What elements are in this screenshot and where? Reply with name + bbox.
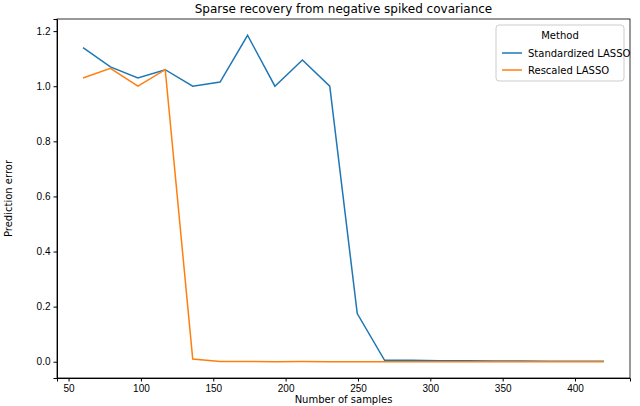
x-tick-label: 150 <box>205 383 222 394</box>
series-line <box>83 68 604 361</box>
chart: 50 100 150 200 250 300 350 400 0.0 0.2 0.4 0.6 0.8 1.… <box>0 0 640 406</box>
y-tick-label: 0.4 <box>37 246 51 257</box>
x-tick: 50 <box>64 378 76 394</box>
x-tick-mark <box>69 378 70 382</box>
y-tick-label: 0.2 <box>37 301 51 312</box>
x-tick: 150 <box>205 378 222 394</box>
y-tick: 0.0 <box>37 356 57 367</box>
y-tick-mark <box>54 86 58 87</box>
x-tick-mark <box>503 378 504 382</box>
plot-frame <box>57 19 630 378</box>
y-axis-label: Prediction error <box>3 159 14 237</box>
x-tick: 400 <box>567 378 584 394</box>
y-tick-label: 1.2 <box>37 26 51 37</box>
title: Sparse recovery from negative spiked cov… <box>195 2 492 16</box>
x-axis-line <box>58 379 631 382</box>
x-tick: 200 <box>278 378 295 394</box>
x-tick-mark <box>213 378 214 382</box>
y-tick: 0.6 <box>37 191 57 202</box>
x-tick: 100 <box>133 378 150 394</box>
y-tick-mark <box>54 307 58 308</box>
x-tick-mark <box>430 378 431 382</box>
legend-title: Method <box>541 30 579 41</box>
x-tick-mark <box>358 378 359 382</box>
y-tick-mark <box>54 252 58 253</box>
x-tick-mark <box>575 378 576 382</box>
y-tick-mark <box>54 362 58 363</box>
y-tick-label: 0.8 <box>37 136 51 147</box>
legend: Method Standardized LASSO Rescaled LASSO <box>496 25 631 81</box>
y-tick-label: 0.6 <box>37 191 51 202</box>
x-tick-label: 350 <box>495 383 512 394</box>
y-tick-mark <box>54 31 58 32</box>
x-tick: 250 <box>350 378 367 394</box>
x-tick-label: 300 <box>422 383 439 394</box>
x-tick-mark <box>286 378 287 382</box>
lines <box>83 35 604 361</box>
x-tick-label: 400 <box>567 383 584 394</box>
legend-label: Rescaled LASSO <box>528 65 609 76</box>
x-tick: 300 <box>422 378 439 394</box>
x-axis-label: Number of samples <box>295 394 393 405</box>
y-tick-mark <box>54 141 58 142</box>
legend-label: Standardized LASSO <box>528 48 631 59</box>
y-tick-label: 1.0 <box>37 81 51 92</box>
legend-swatch <box>502 52 522 54</box>
y-tick: 0.8 <box>37 136 57 147</box>
y-tick: 0.2 <box>37 301 57 312</box>
y-tick: 1.0 <box>37 81 57 92</box>
x-axis: 50 100 150 200 250 300 350 400 <box>58 378 631 394</box>
x-tick: 350 <box>495 378 512 394</box>
series-line <box>83 35 604 361</box>
y-tick: 1.2 <box>37 26 57 37</box>
legend-swatch <box>502 69 522 71</box>
x-tick-mark <box>141 378 142 382</box>
y-tick-mark <box>54 196 58 197</box>
plot: 50 100 150 200 250 300 350 400 0.0 0.2 0.4 0.6 0.8 1.… <box>37 19 631 394</box>
y-tick-label: 0.0 <box>37 356 51 367</box>
x-tick-label: 250 <box>350 383 367 394</box>
y-tick: 0.4 <box>37 246 57 257</box>
x-tick-label: 200 <box>278 383 295 394</box>
x-tick-label: 50 <box>64 383 76 394</box>
y-axis: 0.0 0.2 0.4 0.6 0.8 1.0 1.2 <box>37 20 58 379</box>
x-tick-label: 100 <box>133 383 150 394</box>
